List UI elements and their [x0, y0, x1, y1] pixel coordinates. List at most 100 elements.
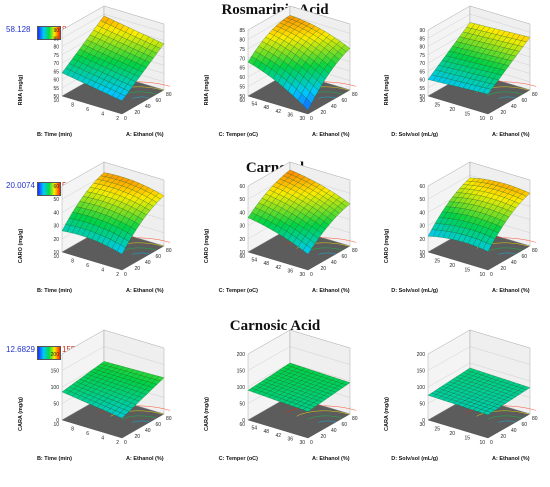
- z-tick-label: 20: [239, 237, 245, 243]
- z-tick-label: 100: [417, 385, 426, 391]
- z-gridline: [61, 161, 165, 187]
- z-gridline: [427, 14, 531, 39]
- z-tick-label: 0: [56, 418, 59, 424]
- z-gridline: [61, 14, 165, 39]
- z-tick-label: 70: [239, 56, 245, 62]
- x-tick-label: 60: [522, 254, 528, 260]
- x-tick-label: 20: [321, 110, 327, 116]
- x-tick-label: 0: [490, 440, 493, 446]
- z-gridline: [247, 329, 351, 355]
- z-tick-label: 75: [239, 47, 245, 53]
- floor-contour: [121, 247, 157, 252]
- x-tick-label: 0: [124, 440, 127, 446]
- z-tick-label: 65: [419, 69, 425, 75]
- y-tick-label: 60: [239, 98, 245, 104]
- floor-contour: [498, 96, 516, 100]
- y-tick-label: 4: [101, 268, 104, 274]
- z-tick-label: 60: [239, 75, 245, 81]
- x-axis-label: A: Ethanol (%): [312, 288, 350, 294]
- y-axis-label: D: Solv/sol (mL/g): [391, 456, 438, 462]
- y-tick-label: 30: [299, 116, 305, 122]
- z-tick-label: 90: [419, 28, 425, 34]
- y-tick-label: 48: [263, 105, 269, 111]
- y-tick-label: 48: [263, 429, 269, 435]
- floor-contour: [476, 410, 530, 417]
- y-tick-label: 10: [53, 98, 59, 104]
- surface-cell: [116, 244, 126, 255]
- x-tick-label: 60: [156, 254, 162, 260]
- x-axis-label: A: Ethanol (%): [126, 456, 164, 462]
- x-tick-label: 60: [342, 254, 348, 260]
- x-tick-label: 40: [511, 104, 517, 110]
- y-axis-label: D: Solv/sol (mL/g): [391, 132, 438, 138]
- x-tick-label: 40: [511, 260, 517, 266]
- z-axis-label: CARA (mg/g): [18, 397, 24, 431]
- z-tick-label: 90: [53, 28, 59, 34]
- y-tick-label: 2: [116, 272, 119, 278]
- x-tick-label: 0: [310, 116, 313, 122]
- y-tick-label: 10: [479, 116, 485, 122]
- z-tick-label: 40: [53, 210, 59, 216]
- x-tick-label: 20: [321, 266, 327, 272]
- y-tick-label: 36: [287, 436, 293, 442]
- y-tick-label: 10: [479, 440, 485, 446]
- z-tick-label: 60: [419, 78, 425, 84]
- surface-plot-rma-temper: 50 55 60 65 70 75 80 85 0 20 40 60 80 30 36 42 48 54 60 A: …: [200, 5, 370, 152]
- x-tick-label: 20: [501, 110, 507, 116]
- surface-plot-caro-time: 10 20 30 40 50 60 0 20 40 60 80 2 4 6 8 10 A: Ethanol (%…: [14, 161, 184, 308]
- z-tick-label: 30: [419, 224, 425, 230]
- z-tick-label: 80: [419, 45, 425, 51]
- x-tick-label: 80: [532, 416, 538, 422]
- z-gridline: [427, 5, 531, 31]
- surface-plot-cara-solvsol: 0 50 100 150 200 0 20 40 60 80 10 15 20 25 30 A: Ethano…: [380, 329, 550, 476]
- y-tick-label: 42: [275, 433, 281, 439]
- y-tick-label: 48: [263, 261, 269, 267]
- z-axis-label: CARO (mg/g): [204, 229, 210, 264]
- x-axis-label: A: Ethanol (%): [492, 132, 530, 138]
- z-tick-label: 55: [419, 86, 425, 92]
- x-axis-label: A: Ethanol (%): [492, 288, 530, 294]
- y-tick-label: 15: [464, 436, 470, 442]
- surface-plot-svg: 50 55 60 65 70 75 80 85 90 0 20 40 60 80 2 4 6 8 10 A: Etha…: [18, 5, 172, 138]
- y-tick-label: 15: [464, 112, 470, 118]
- z-tick-label: 60: [419, 184, 425, 190]
- y-tick-label: 2: [116, 116, 119, 122]
- z-gridline: [427, 346, 531, 371]
- x-axis-label: A: Ethanol (%): [126, 132, 164, 138]
- z-axis-label: CARA (mg/g): [384, 397, 390, 431]
- z-tick-label: 50: [239, 402, 245, 408]
- x-tick-label: 0: [310, 272, 313, 278]
- x-tick-label: 80: [166, 248, 172, 254]
- y-tick-label: 36: [287, 268, 293, 274]
- x-tick-label: 60: [522, 422, 528, 428]
- surface-cell: [482, 242, 492, 252]
- floor-contour: [296, 410, 350, 417]
- surface-plot-svg: 50 55 60 65 70 75 80 85 0 20 40 60 80 30 36 42 48 54 60 A: …: [204, 5, 358, 138]
- y-axis-label: B: Time (min): [37, 456, 72, 462]
- z-tick-label: 50: [53, 94, 59, 100]
- y-tick-label: 15: [464, 268, 470, 274]
- z-tick-label: 150: [417, 369, 426, 375]
- z-tick-label: 70: [419, 61, 425, 67]
- colorbar-gradient: [37, 182, 61, 196]
- y-axis-label: C: Temper (oC): [219, 288, 258, 294]
- y-axis-label: B: Time (min): [37, 288, 72, 294]
- z-axis-label: RMA (mg/g): [204, 75, 210, 106]
- x-tick-label: 60: [522, 98, 528, 104]
- z-tick-label: 50: [53, 197, 59, 203]
- x-tick-label: 20: [501, 266, 507, 272]
- z-axis-label: CARA (mg/g): [204, 397, 210, 431]
- x-axis-label: A: Ethanol (%): [126, 288, 164, 294]
- z-tick-label: 80: [53, 45, 59, 51]
- z-tick-label: 30: [53, 224, 59, 230]
- z-tick-label: 20: [53, 237, 59, 243]
- y-tick-label: 20: [449, 263, 455, 269]
- z-axis-label: RMA (mg/g): [384, 75, 390, 106]
- surface-plot-caro-temper: 10 20 30 40 50 60 0 20 40 60 80 30 36 42 48 54 60 A: Etha…: [200, 161, 370, 308]
- x-tick-label: 0: [124, 272, 127, 278]
- surface-plot-svg: 10 20 30 40 50 60 0 20 40 60 80 2 4 6 8 10 A: Ethanol (%…: [18, 161, 172, 294]
- z-tick-label: 85: [53, 36, 59, 42]
- y-tick-label: 36: [287, 112, 293, 118]
- z-tick-label: 50: [53, 402, 59, 408]
- z-tick-label: 0: [242, 418, 245, 424]
